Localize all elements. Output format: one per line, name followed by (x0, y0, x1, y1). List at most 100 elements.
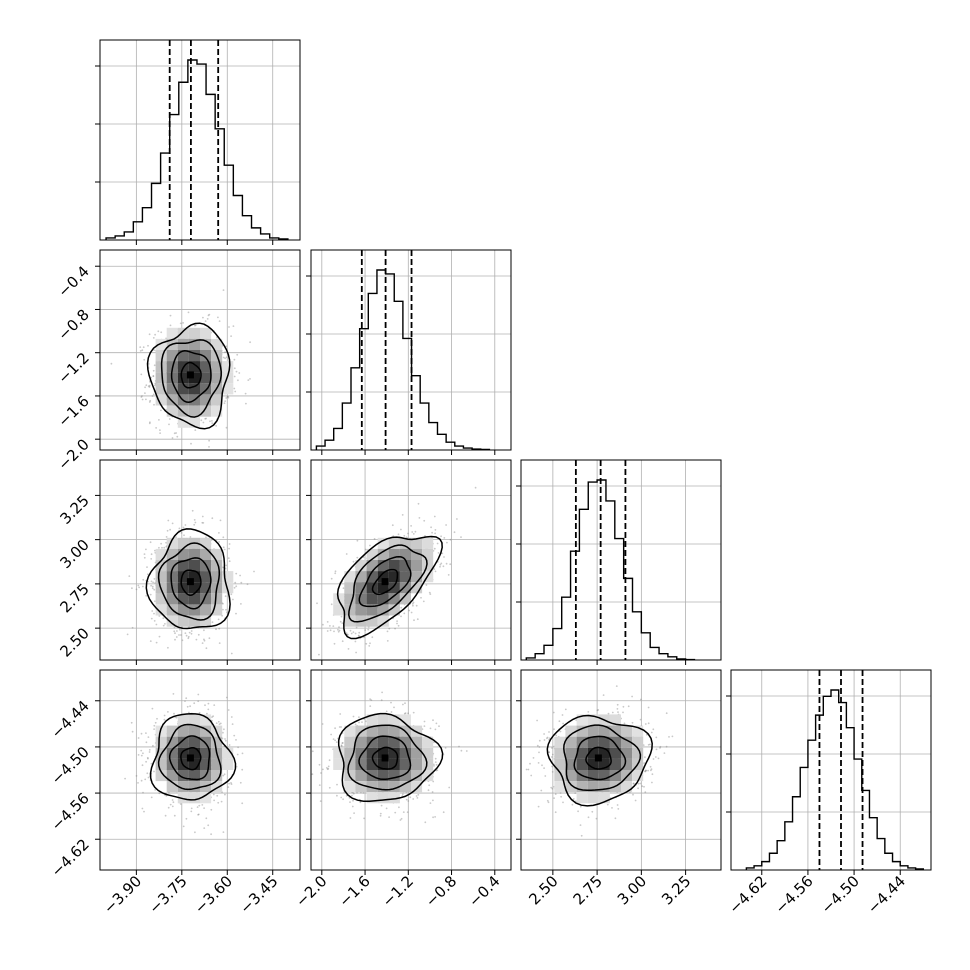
sample-point (149, 399, 152, 402)
sample-point (356, 556, 359, 559)
sample-point (193, 702, 196, 705)
sample-point (210, 808, 213, 811)
sample-point (228, 547, 231, 550)
sample-point (403, 612, 406, 615)
sample-point (155, 427, 158, 429)
sample-point (204, 704, 206, 707)
density-cell (155, 548, 167, 560)
histogram-step (745, 689, 925, 870)
sample-point (230, 335, 233, 337)
sample-point (388, 816, 390, 818)
x-tick-label: −4.56 (772, 872, 817, 917)
sample-point (336, 794, 338, 797)
sample-point (194, 429, 197, 431)
sample-point (474, 486, 477, 489)
y-tick-label: 3.00 (56, 536, 92, 572)
sample-point (148, 333, 151, 336)
sample-point (456, 518, 458, 520)
sample-point (342, 798, 344, 801)
sample-point (437, 552, 440, 554)
sample-point (166, 529, 169, 532)
sample-point (158, 635, 161, 638)
density-peak (186, 754, 194, 762)
density-cell (422, 548, 434, 560)
sample-point (226, 396, 229, 398)
sample-point (385, 807, 388, 810)
sample-point (339, 713, 342, 715)
sample-point (445, 562, 448, 565)
y-tick-label: −4.56 (48, 789, 93, 834)
density-cell (188, 372, 200, 384)
y-tick-label: −1.2 (54, 349, 92, 387)
x-tick-label: −4.62 (725, 872, 770, 917)
sample-point (172, 693, 175, 695)
sample-point (163, 714, 166, 717)
sample-point (174, 632, 176, 635)
density-cell (166, 327, 178, 339)
sample-point (432, 719, 434, 722)
density-cell (411, 560, 423, 572)
y-tick-label: −0.4 (54, 262, 92, 300)
sample-point (400, 606, 403, 609)
sample-point (218, 541, 221, 543)
sample-point (434, 816, 436, 818)
density-cell (188, 714, 200, 726)
sample-point (222, 289, 225, 291)
density-cell (177, 405, 189, 417)
density-cell (155, 338, 167, 350)
sample-point (403, 534, 406, 537)
sample-point (407, 800, 410, 802)
hist-panel-1 (306, 249, 512, 455)
sample-point (226, 611, 228, 614)
sample-point (445, 524, 447, 526)
sample-point (225, 426, 228, 429)
density-cell (177, 548, 189, 560)
y-tick-label: −2.0 (54, 435, 92, 473)
sample-point (181, 639, 184, 642)
sample-point (380, 804, 383, 807)
sample-point (217, 618, 220, 621)
sample-point (173, 626, 176, 629)
sample-point (223, 728, 225, 731)
sample-point (407, 712, 409, 715)
sample-point (227, 786, 230, 788)
sample-point (128, 575, 131, 577)
sample-point (224, 793, 226, 796)
sample-point (179, 803, 182, 805)
sample-point (222, 546, 225, 549)
sample-point (173, 712, 175, 715)
sample-point (148, 751, 151, 753)
sample-point (143, 556, 146, 559)
sample-point (400, 817, 403, 820)
sample-point (174, 638, 176, 641)
sample-point (340, 796, 343, 799)
sample-point (218, 532, 220, 534)
sample-point (218, 320, 221, 322)
scatter-panel-3-2: 2.50 2.75 3.00 3.25 (516, 669, 722, 908)
density-peak (186, 371, 194, 379)
sample-point (412, 601, 415, 604)
density-cell (366, 593, 378, 605)
sample-point (182, 322, 185, 324)
sample-point (169, 314, 172, 317)
sample-point (351, 805, 354, 808)
sample-point (203, 639, 206, 642)
sample-point (200, 419, 203, 422)
sample-point (352, 799, 354, 802)
sample-point (146, 566, 148, 568)
sample-point (204, 417, 207, 420)
sample-point (208, 313, 211, 316)
sample-point (150, 553, 153, 556)
sample-point (320, 772, 322, 774)
sample-point (193, 324, 196, 327)
sample-point (135, 588, 138, 591)
sample-point (168, 423, 170, 426)
sample-point (326, 621, 329, 623)
density-cell (222, 361, 234, 373)
density-cell (188, 593, 200, 605)
sample-point (164, 814, 167, 817)
sample-point (434, 728, 437, 731)
sample-point (190, 442, 192, 445)
density-cell (177, 416, 189, 428)
sample-point (194, 831, 196, 834)
